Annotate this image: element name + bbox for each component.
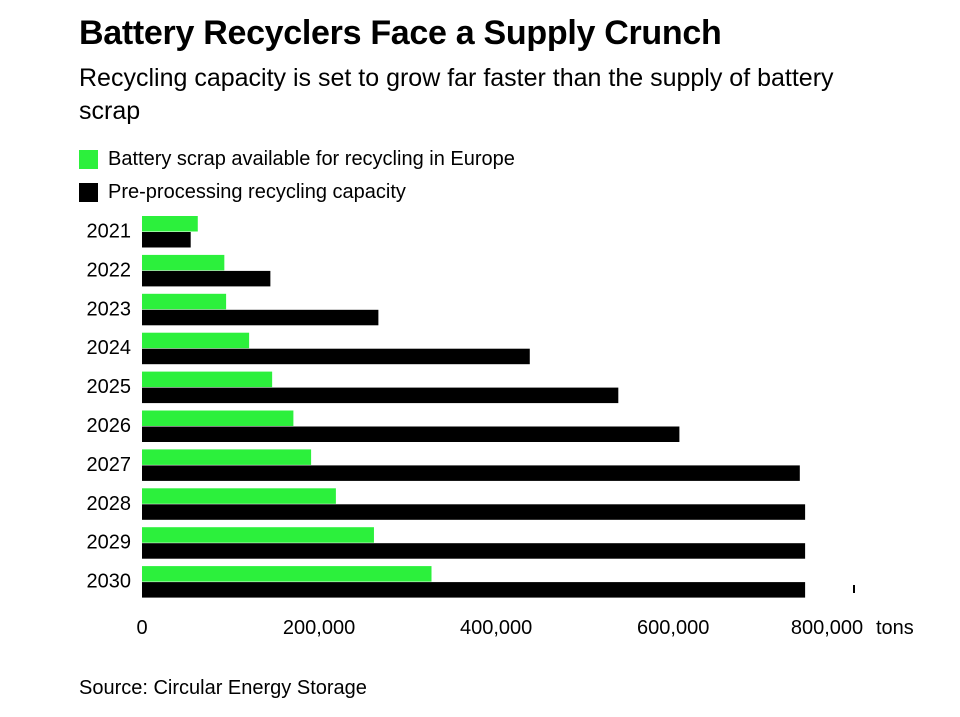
bar-scrap-2021 [142,216,198,232]
x-tick-label-600000: 600,000 [637,617,709,639]
bar-scrap-2023 [142,293,227,310]
bar-capacity-2027 [142,465,800,481]
category-label-2026: 2026 [87,415,132,437]
x-tick-label-400000: 400,000 [460,617,532,639]
category-label-2023: 2023 [87,298,132,320]
bar-capacity-2022 [142,270,271,287]
axis-end-tick [853,585,855,593]
legend-label-scrap: Battery scrap available for recycling in… [108,148,515,170]
source-note: Source: Circular Energy Storage [79,677,367,699]
legend-item-scrap: Battery scrap available for recycling in… [79,143,515,176]
bar-capacity-2021 [142,232,191,248]
category-label-2030: 2030 [87,571,132,593]
category-label-2029: 2029 [87,532,132,554]
bar-capacity-2023 [142,309,379,326]
x-axis-unit-label: tons [876,617,914,639]
legend-swatch-scrap [79,150,98,169]
category-label-2024: 2024 [87,337,132,359]
bar-scrap-2028 [142,488,336,504]
x-tick-label-0: 0 [136,617,147,639]
bar-scrap-2026 [142,410,294,426]
bar-capacity-2030 [142,582,806,598]
bar-scrap-2029 [142,527,374,543]
chart-legend: Battery scrap available for recycling in… [79,143,515,209]
bar-scrap-2022 [142,254,225,271]
chart-subtitle: Recycling capacity is set to grow far fa… [79,64,834,125]
bar-capacity-2029 [142,543,806,559]
legend-swatch-capacity [79,183,98,202]
legend-item-capacity: Pre-processing recycling capacity [79,176,515,209]
x-tick-label-200000: 200,000 [283,617,355,639]
bar-capacity-2024 [142,348,530,365]
bar-scrap-2024 [142,332,250,349]
bar-scrap-2027 [142,449,312,465]
bar-scrap-2030 [142,566,432,582]
bar-capacity-2026 [142,426,680,442]
bar-capacity-2025 [142,387,619,404]
category-label-2025: 2025 [87,376,132,398]
category-label-2021: 2021 [87,221,132,243]
bar-capacity-2028 [142,504,806,520]
chart-title: Battery Recyclers Face a Supply Crunch [79,14,722,52]
x-tick-label-800000: 800,000 [791,617,863,639]
category-label-2022: 2022 [87,259,132,281]
bar-scrap-2025 [142,371,273,388]
legend-label-capacity: Pre-processing recycling capacity [108,181,406,203]
category-label-2028: 2028 [87,493,132,515]
category-label-2027: 2027 [87,454,132,476]
